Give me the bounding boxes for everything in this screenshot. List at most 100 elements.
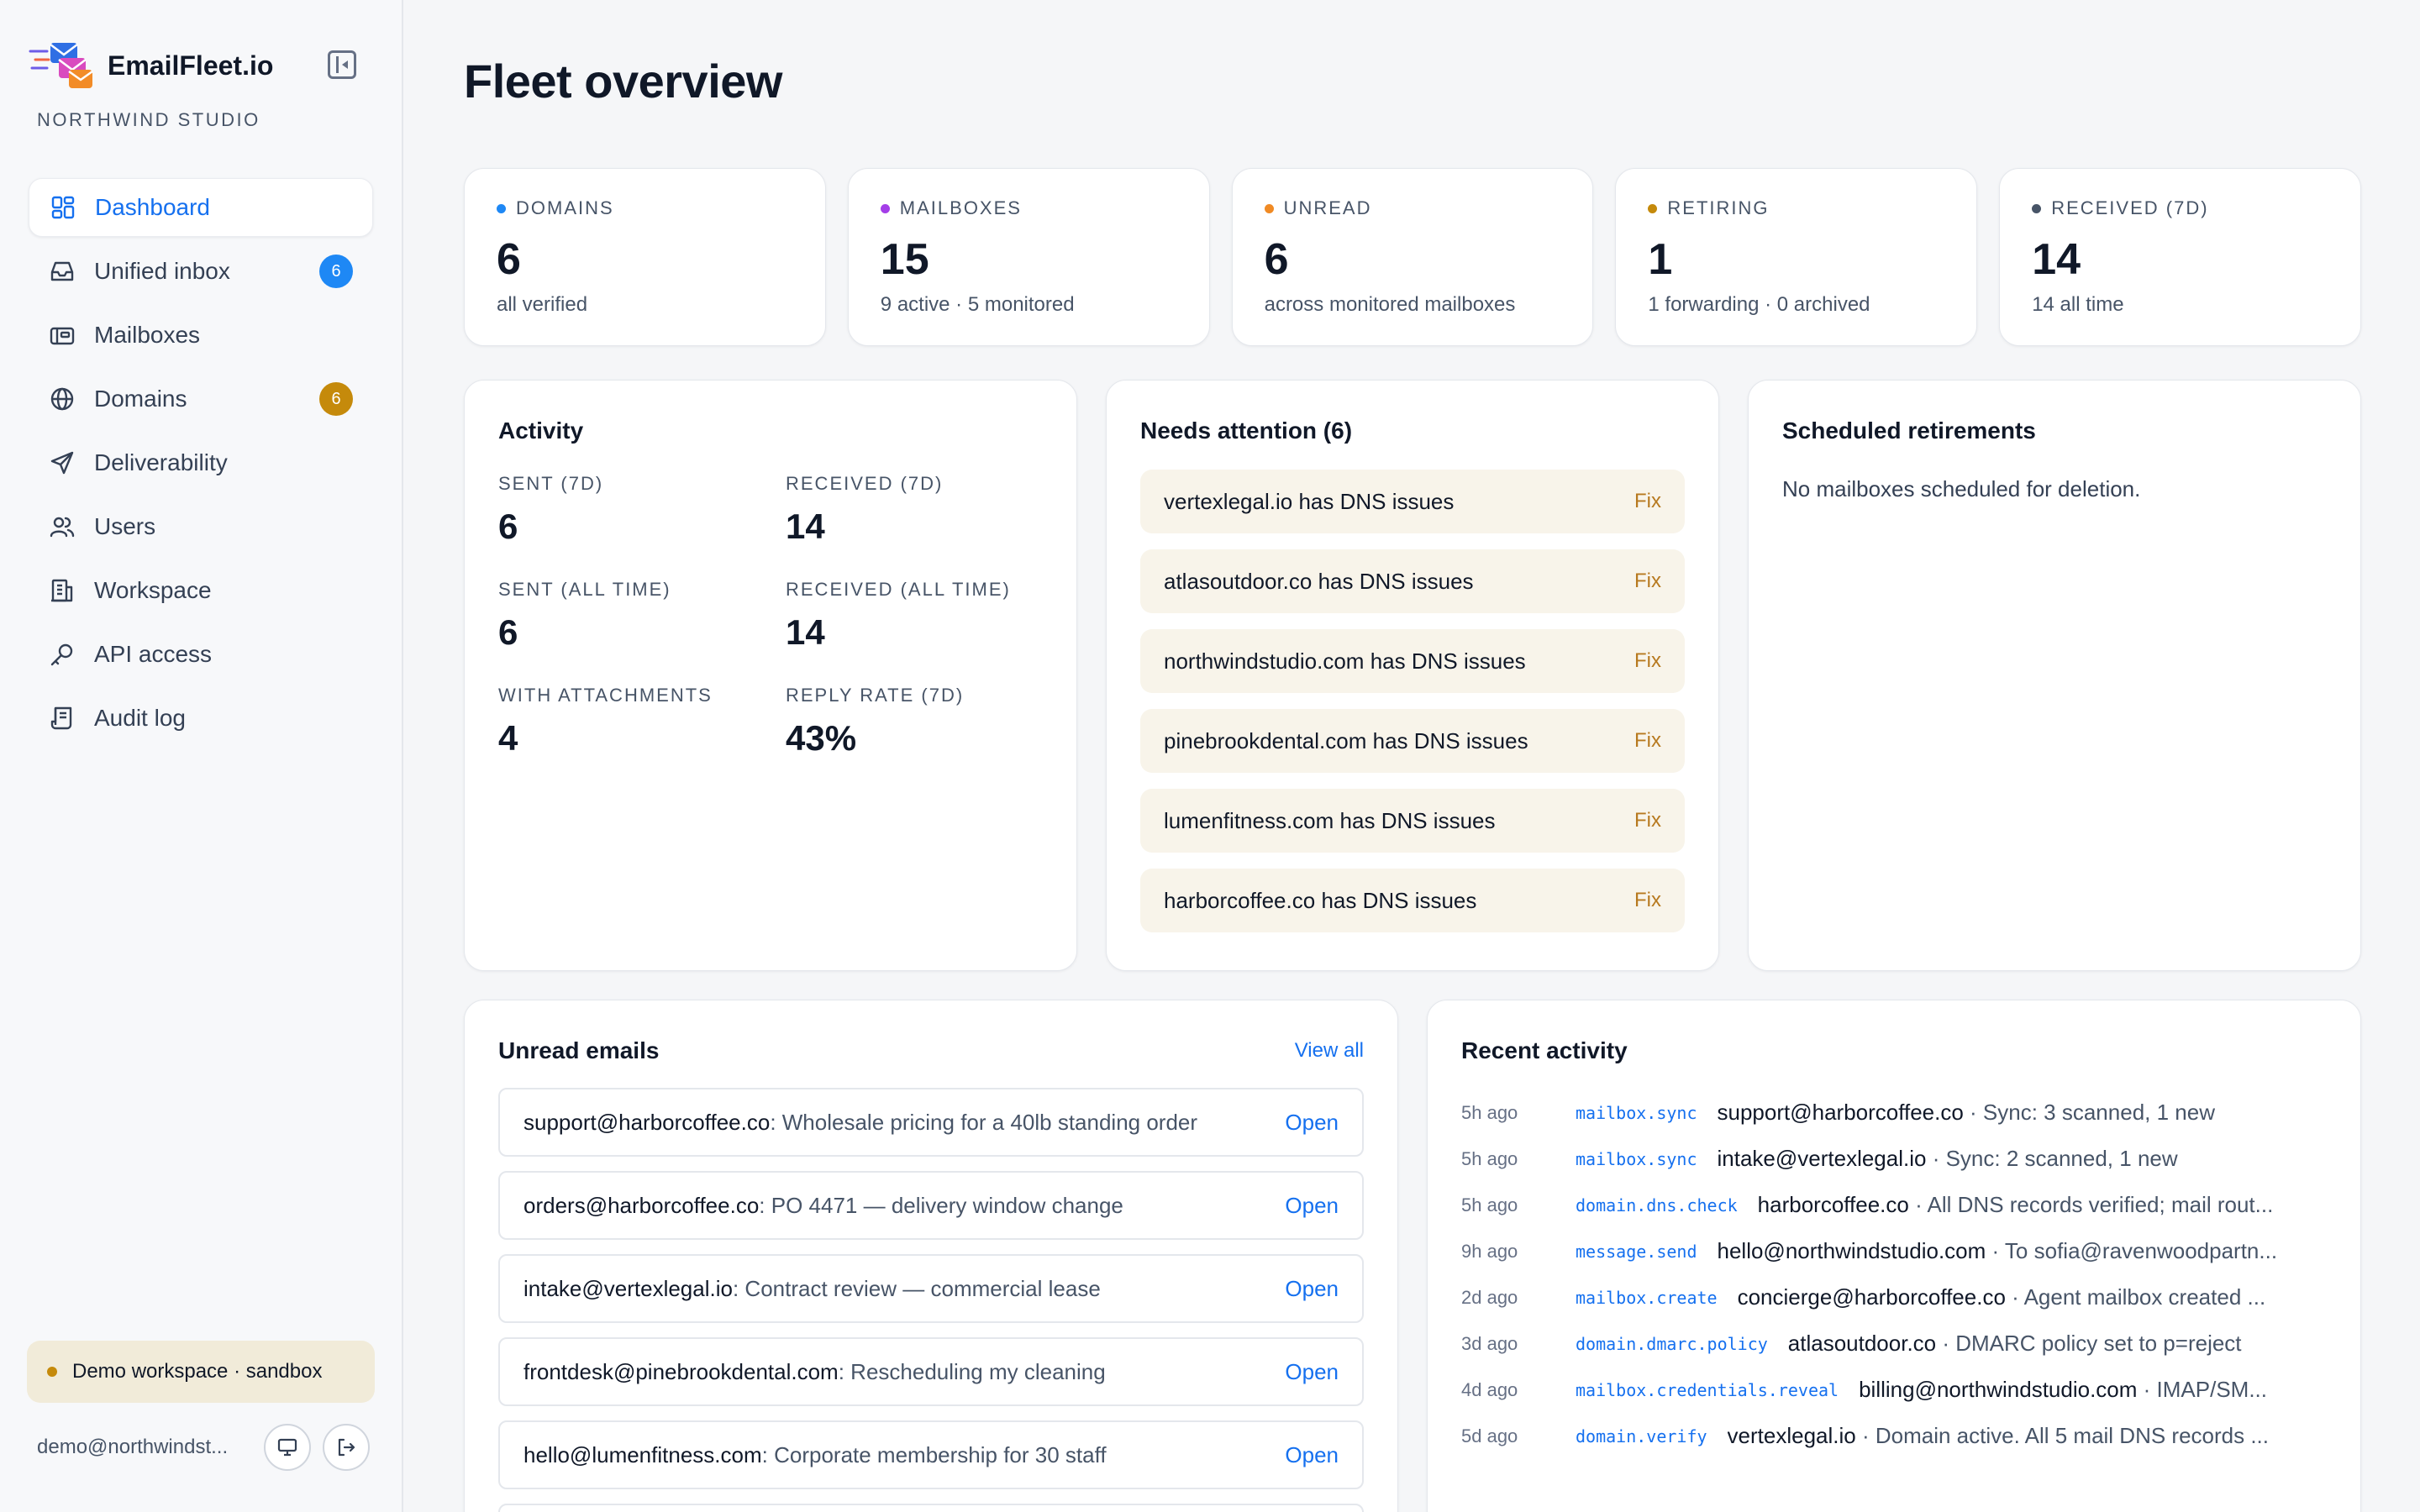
needs-attention-panel: Needs attention (6) vertexlegal.io has D… — [1106, 380, 1719, 971]
sidebar-item-domains[interactable]: Domains 6 — [29, 370, 373, 428]
activity-row: 3d ago domain.dmarc.policy atlasoutdoor.co… — [1461, 1320, 2327, 1367]
sidebar-item-label: Domains — [94, 386, 187, 412]
fix-button[interactable]: Fix — [1634, 570, 1661, 592]
email-summary: hello@lumenfitness.com: Corporate member… — [523, 1441, 1107, 1467]
email-row[interactable]: frontdesk@pinebrookdental.com: Reschedul… — [498, 1337, 1364, 1406]
metric-value: 6 — [498, 612, 518, 652]
monitor-icon — [277, 1438, 297, 1457]
fix-button[interactable]: Fix — [1634, 889, 1661, 911]
panels-row: Activity SENT (7D) 6 RECEIVED (7D) 14 SENT… — [464, 380, 2361, 971]
brand[interactable]: EmailFleet.io — [29, 32, 373, 99]
sidebar-item-deliverability[interactable]: Deliverability — [29, 433, 373, 492]
view-all-link[interactable]: View all — [1294, 1039, 1364, 1062]
activity-subject: vertexlegal.io — [1727, 1423, 1856, 1448]
activity-detail: · Sync: 3 scanned, 1 new — [1963, 1100, 2215, 1125]
stat-card-domains[interactable]: DOMAINS 6 all verified — [464, 168, 826, 346]
email-summary: orders@harborcoffee.co: PO 4471 — delive… — [523, 1192, 1123, 1218]
unread-email-list: support@harborcoffee.co: Wholesale prici… — [498, 1088, 1364, 1512]
activity-time: 2d ago — [1461, 1286, 1518, 1308]
metric-label: RECEIVED (7D) — [786, 473, 944, 494]
attention-item: harborcoffee.co has DNS issues Fix — [1140, 869, 1685, 932]
logout-button[interactable] — [323, 1424, 370, 1471]
email-row[interactable]: hello@lumenfitness.com: Corporate member… — [498, 1420, 1364, 1489]
stat-dot — [1264, 203, 1274, 213]
open-button[interactable]: Open — [1285, 1275, 1339, 1301]
status-dot — [47, 1367, 57, 1377]
attention-issue: has DNS issues — [1372, 727, 1528, 753]
email-row[interactable]: support@harborcoffee.co: Wholesale prici… — [498, 1088, 1364, 1157]
sidebar-item-unified-inbox[interactable]: Unified inbox 6 — [29, 242, 373, 301]
open-button[interactable]: Open — [1285, 1109, 1339, 1135]
sidebar-item-workspace[interactable]: Workspace — [29, 561, 373, 620]
sidebar-item-label: Audit log — [94, 705, 186, 731]
lists-row: Unread emails View all support@harborcof… — [464, 1000, 2361, 1512]
activity-detail: · To sofia@ravenwoodpartn... — [1986, 1238, 2278, 1263]
activity-time: 5h ago — [1461, 1147, 1518, 1169]
activity-time: 5d ago — [1461, 1425, 1518, 1446]
stat-card-unread[interactable]: UNREAD 6 across monitored mailboxes — [1231, 168, 1594, 346]
activity-panel: Activity SENT (7D) 6 RECEIVED (7D) 14 SENT… — [464, 380, 1077, 971]
metric-label: REPLY RATE (7D) — [786, 685, 965, 706]
activity-subject: billing@northwindstudio.com — [1859, 1377, 2138, 1402]
email-subject: PO 4471 — delivery window change — [771, 1192, 1123, 1218]
activity-event: domain.verify — [1576, 1425, 1707, 1446]
open-button[interactable]: Open — [1285, 1358, 1339, 1384]
email-summary: frontdesk@pinebrookdental.com: Reschedul… — [523, 1358, 1106, 1384]
activity-text: billing@northwindstudio.com · IMAP/SM... — [1859, 1377, 2267, 1403]
metric-value: 14 — [786, 507, 825, 546]
fix-button[interactable]: Fix — [1634, 490, 1661, 512]
email-from: hello@lumenfitness.com — [523, 1441, 762, 1467]
email-from: orders@harborcoffee.co — [523, 1192, 760, 1218]
sidebar-item-label: Workspace — [94, 577, 212, 603]
email-row-partial[interactable] — [498, 1504, 1364, 1512]
metric-received-7d: RECEIVED (7D) 14 — [786, 473, 1038, 547]
email-summary: intake@vertexlegal.io: Contract review —… — [523, 1275, 1101, 1301]
sidebar-item-audit-log[interactable]: Audit log — [29, 689, 373, 748]
sidebar-item-api-access[interactable]: API access — [29, 625, 373, 684]
open-button[interactable]: Open — [1285, 1441, 1339, 1467]
collapse-sidebar-icon[interactable] — [328, 50, 356, 79]
fix-button[interactable]: Fix — [1634, 649, 1661, 672]
attention-text: lumenfitness.com has DNS issues — [1164, 808, 1496, 834]
stat-card-received[interactable]: RECEIVED (7D) 14 14 all time — [1999, 168, 2361, 346]
email-row[interactable]: orders@harborcoffee.co: PO 4471 — delive… — [498, 1171, 1364, 1240]
activity-event: message.send — [1576, 1241, 1697, 1262]
stat-card-retiring[interactable]: RETIRING 1 1 forwarding · 0 archived — [1615, 168, 1978, 346]
demo-workspace-badge: Demo workspace · sandbox — [27, 1341, 375, 1403]
sidebar-item-users[interactable]: Users — [29, 497, 373, 556]
sidebar-item-label: Mailboxes — [94, 322, 201, 348]
activity-row: 5h ago mailbox.sync support@harborcoffee.c… — [1461, 1089, 2327, 1136]
display-settings-button[interactable] — [264, 1424, 311, 1471]
activity-event: domain.dns.check — [1576, 1194, 1738, 1215]
logout-icon — [338, 1438, 355, 1457]
fix-button[interactable]: Fix — [1634, 809, 1661, 832]
metric-received-all-time: RECEIVED (ALL TIME) 14 — [786, 579, 1038, 653]
key-icon — [50, 643, 73, 666]
activity-row: 2d ago mailbox.create concierge@harborcoff… — [1461, 1274, 2327, 1320]
stat-sub: all verified — [497, 293, 588, 316]
stat-label: RETIRING — [1648, 197, 1944, 219]
sidebar-item-dashboard[interactable]: Dashboard — [29, 178, 373, 237]
email-subject: Rescheduling my cleaning — [850, 1358, 1106, 1384]
stat-label-text: MAILBOXES — [899, 197, 1022, 218]
metric-value: 43% — [786, 718, 857, 758]
sidebar-item-mailboxes[interactable]: Mailboxes — [29, 306, 373, 365]
attention-text: vertexlegal.io has DNS issues — [1164, 489, 1454, 515]
domain-issues-badge: 6 — [319, 382, 353, 416]
stat-sub: 14 all time — [2032, 293, 2124, 316]
stat-dot — [2032, 203, 2042, 213]
send-icon — [50, 451, 74, 475]
stat-value: 1 — [1648, 235, 1673, 284]
activity-text: vertexlegal.io · Domain active. All 5 ma… — [1728, 1423, 2269, 1449]
email-row[interactable]: intake@vertexlegal.io: Contract review —… — [498, 1254, 1364, 1323]
attention-issue: has DNS issues — [1298, 488, 1455, 514]
activity-subject: atlasoutdoor.co — [1787, 1331, 1937, 1356]
stat-card-mailboxes[interactable]: MAILBOXES 15 9 active · 5 monitored — [847, 168, 1210, 346]
activity-subject: intake@vertexlegal.io — [1717, 1146, 1927, 1171]
attention-issue: has DNS issues — [1318, 568, 1474, 594]
open-button[interactable]: Open — [1285, 1192, 1339, 1218]
activity-text: harborcoffee.co · All DNS records verifi… — [1758, 1192, 2274, 1218]
fix-button[interactable]: Fix — [1634, 729, 1661, 752]
attention-item: pinebrookdental.com has DNS issues Fix — [1140, 709, 1685, 773]
users-icon — [50, 517, 75, 538]
